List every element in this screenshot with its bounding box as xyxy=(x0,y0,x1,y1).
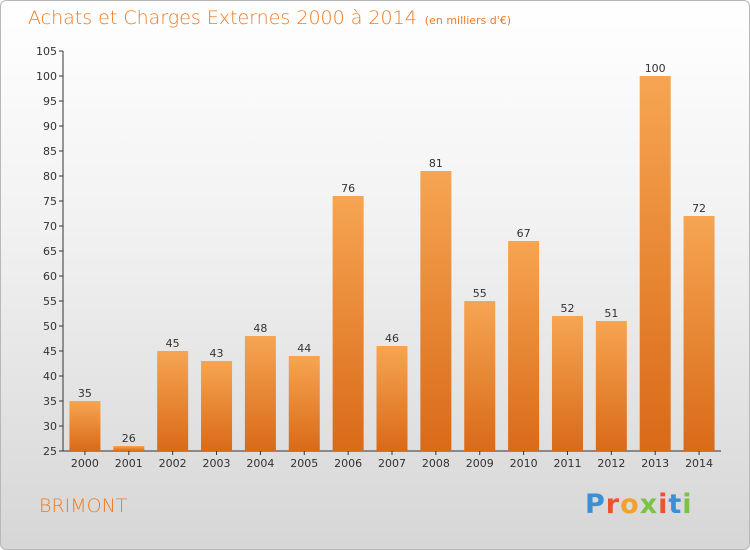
x-tick-label: 2008 xyxy=(422,457,450,470)
logo-letter: t xyxy=(668,489,683,520)
bars: 35 26 45 43 48 44 76 46 81 55 67 52 51 100 72 xyxy=(69,62,715,451)
proxiti-logo: Proxiti xyxy=(585,489,693,520)
y-tick-label: 25 xyxy=(43,445,57,458)
bar xyxy=(595,321,627,451)
x-tick-label: 2013 xyxy=(641,457,669,470)
logo-letter: P xyxy=(585,489,606,520)
bar xyxy=(69,401,101,451)
x-tick-label: 2006 xyxy=(334,457,362,470)
bar xyxy=(288,356,320,451)
bar xyxy=(551,316,583,451)
title-unit: (en milliers d'€) xyxy=(424,14,512,27)
y-tick-label: 55 xyxy=(43,295,57,308)
bar xyxy=(508,241,540,451)
y-tick-label: 40 xyxy=(43,370,57,383)
x-tick-label: 2000 xyxy=(71,457,99,470)
x-tick-label: 2011 xyxy=(553,457,581,470)
y-tick-label: 105 xyxy=(36,45,57,58)
x-tick-label: 2009 xyxy=(466,457,494,470)
y-tick-label: 85 xyxy=(43,145,57,158)
bar-value-label: 46 xyxy=(385,332,399,345)
y-tick-label: 45 xyxy=(43,345,57,358)
bar-value-label: 76 xyxy=(341,182,355,195)
bar xyxy=(376,346,408,451)
y-tick-label: 50 xyxy=(43,320,57,333)
chart-title: Achats et Charges Externes 2000 à 2014 (e… xyxy=(28,7,511,29)
bar-value-label: 35 xyxy=(78,387,92,400)
x-tick-label: 2007 xyxy=(378,457,406,470)
logo-letter: i xyxy=(682,489,693,520)
bar-value-label: 48 xyxy=(253,322,267,335)
x-tick-label: 2001 xyxy=(115,457,143,470)
x-tick-label: 2003 xyxy=(203,457,231,470)
logo-letter: i xyxy=(658,489,669,520)
bar-value-label: 100 xyxy=(645,62,666,75)
bar xyxy=(683,216,715,451)
bar xyxy=(244,336,276,451)
bar-value-label: 51 xyxy=(604,307,618,320)
y-tick-label: 35 xyxy=(43,395,57,408)
x-tick-label: 2010 xyxy=(510,457,538,470)
bar-value-label: 81 xyxy=(429,157,443,170)
x-tick-label: 2005 xyxy=(290,457,318,470)
place-name: BRIMONT xyxy=(39,495,128,517)
bar xyxy=(332,196,364,451)
y-tick-label: 65 xyxy=(43,245,57,258)
x-tick-label: 2012 xyxy=(597,457,625,470)
bar-value-label: 72 xyxy=(692,202,706,215)
bar-value-label: 44 xyxy=(297,342,311,355)
bar-value-label: 52 xyxy=(560,302,574,315)
bar xyxy=(157,351,189,451)
bar xyxy=(420,171,452,451)
y-tick-label: 90 xyxy=(43,120,57,133)
bar xyxy=(464,301,496,451)
x-tick-label: 2002 xyxy=(159,457,187,470)
logo-letter: x xyxy=(639,489,659,520)
y-tick-label: 75 xyxy=(43,195,57,208)
logo-letter: r xyxy=(605,489,621,520)
bar-value-label: 67 xyxy=(517,227,531,240)
y-tick-label: 95 xyxy=(43,95,57,108)
x-tick-label: 2004 xyxy=(246,457,274,470)
logo-letter: o xyxy=(620,489,640,520)
y-tick-label: 100 xyxy=(36,70,57,83)
y-tick-label: 80 xyxy=(43,170,57,183)
bar-value-label: 55 xyxy=(473,287,487,300)
bar xyxy=(113,446,145,451)
x-tick-label: 2014 xyxy=(685,457,713,470)
bar-value-label: 26 xyxy=(122,432,136,445)
bar xyxy=(201,361,233,451)
title-main: Achats et Charges Externes 2000 à 2014 xyxy=(28,7,417,29)
y-tick-label: 60 xyxy=(43,270,57,283)
bar-value-label: 43 xyxy=(210,347,224,360)
y-tick-label: 70 xyxy=(43,220,57,233)
y-tick-label: 30 xyxy=(43,420,57,433)
bar-value-label: 45 xyxy=(166,337,180,350)
bar xyxy=(639,76,671,451)
